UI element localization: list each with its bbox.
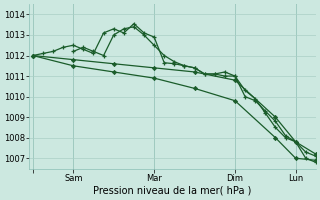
X-axis label: Pression niveau de la mer( hPa ): Pression niveau de la mer( hPa ) — [93, 186, 252, 196]
